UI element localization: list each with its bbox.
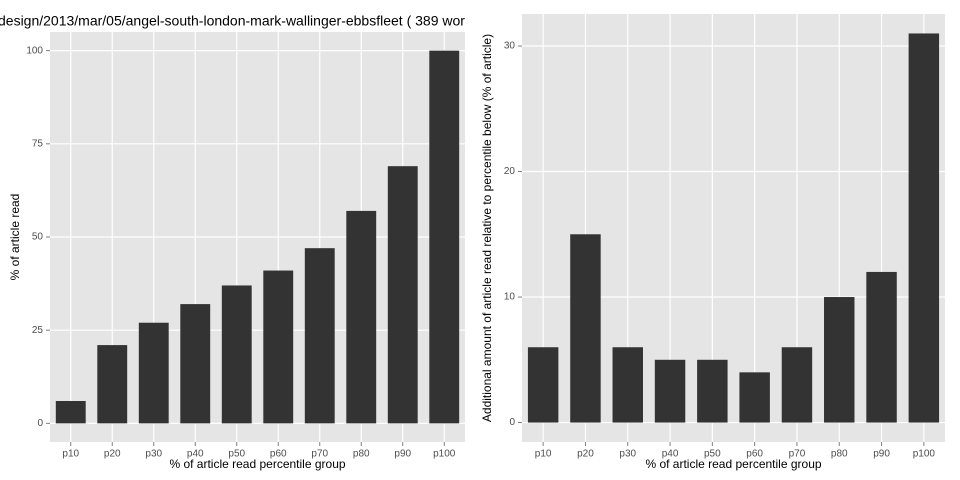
bar [654,359,686,423]
x-tick-label: p40 [187,449,204,460]
bar [346,210,377,424]
bar [55,401,86,424]
x-tick-label: p20 [104,449,121,460]
bar [739,372,770,423]
x-tick-label: p90 [873,449,890,460]
x-axis-title: % of article read percentile group [169,457,345,471]
bar [908,33,940,423]
x-tick-label: p20 [577,449,594,460]
x-tick-label: p30 [619,449,636,460]
bar [697,359,728,423]
x-tick-label: p10 [62,449,79,460]
bar [612,347,643,423]
bar [221,285,252,424]
y-tick-label: 100 [26,45,43,56]
y-tick-label: 20 [504,166,516,177]
y-tick-label: 0 [37,418,43,429]
x-tick-label: p70 [789,449,806,460]
bar [570,234,601,423]
x-tick-label: p100 [433,449,456,460]
bar [138,322,169,424]
bar [97,345,128,424]
x-tick-label: p40 [662,449,679,460]
bar [387,166,418,424]
x-tick-label: p100 [913,449,936,460]
y-tick-label: 50 [32,232,44,243]
y-tick-label: 75 [32,138,44,149]
x-tick-label: p50 [228,449,245,460]
x-tick-label: p30 [145,449,162,460]
bar [866,271,897,423]
bar [180,304,211,424]
x-tick-label: p60 [270,449,287,460]
bar [527,347,559,423]
x-tick-label: p80 [353,449,370,460]
x-tick-label: p70 [311,449,328,460]
x-tick-label: p80 [831,449,848,460]
y-tick-label: 30 [504,41,516,52]
chart-title: design/2013/mar/05/angel-south-london-ma… [0,13,465,29]
y-axis-title: Additional amount of article read relati… [480,34,494,422]
bar [781,347,813,423]
x-tick-label: p10 [535,449,552,460]
x-axis-title: % of article read percentile group [645,457,821,471]
y-tick-label: 10 [504,292,516,303]
x-tick-label: p90 [394,449,411,460]
bar [263,270,294,424]
bar [824,297,855,423]
bar [304,248,335,424]
y-tick-label: 25 [32,325,44,336]
bar [429,50,460,424]
x-tick-label: p60 [746,449,763,460]
y-tick-label: 0 [509,417,515,428]
y-axis-title: % of article read [8,194,22,281]
x-tick-label: p50 [704,449,721,460]
